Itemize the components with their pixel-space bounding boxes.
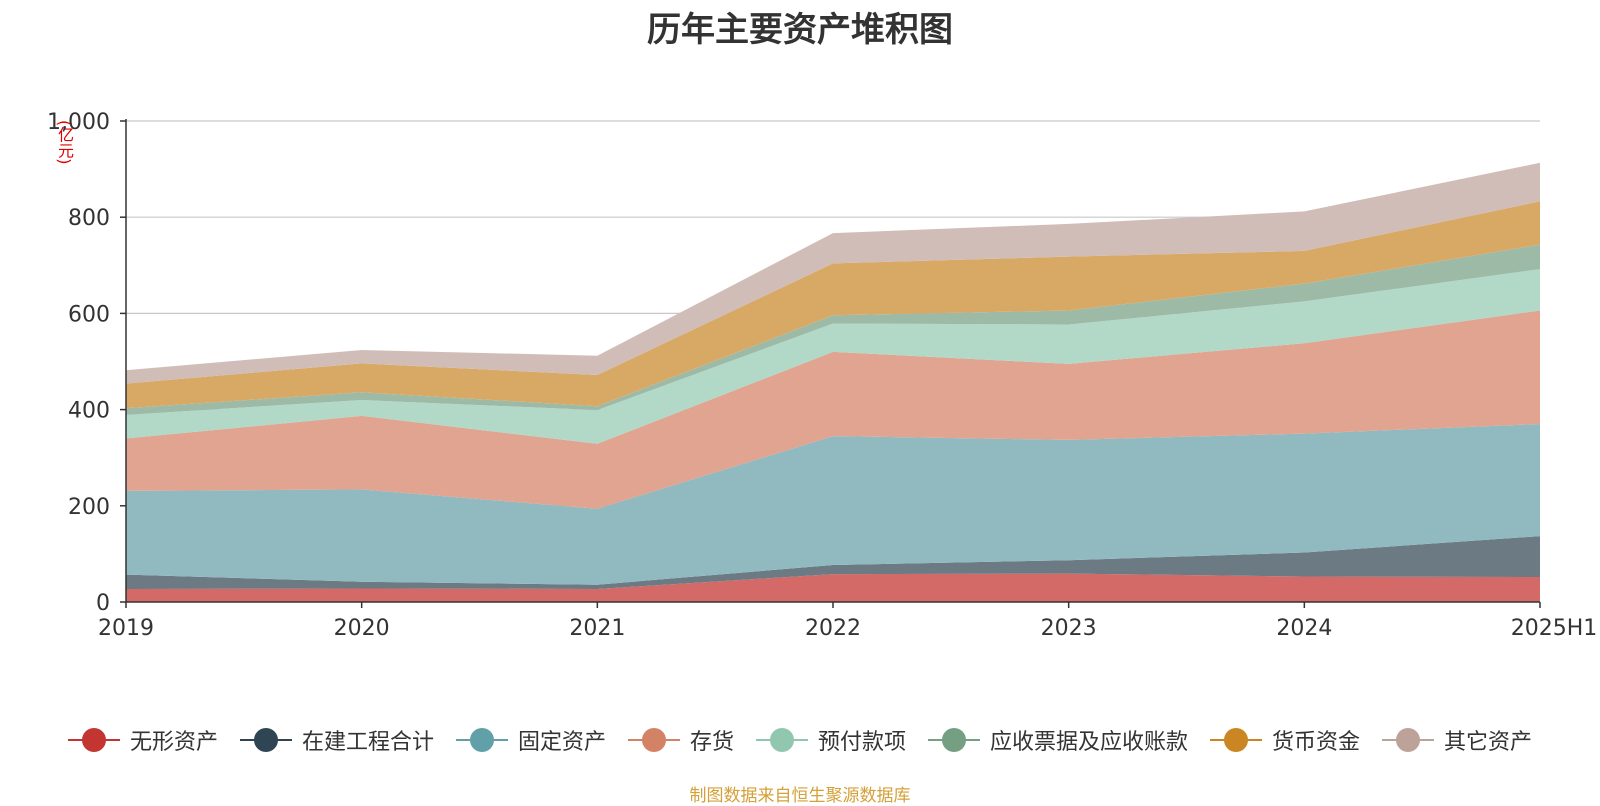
area-固定资产 — [126, 424, 1540, 585]
x-tick-label: 2023 — [1041, 616, 1097, 641]
series-areas — [126, 162, 1540, 602]
x-tick-label: 2021 — [569, 616, 625, 641]
legend: 无形资产 在建工程合计 固定资产 存货 预付款项 应收票据及应收账款 货币资金 其它资产 — [0, 720, 1600, 760]
legend-label: 固定资产 — [517, 730, 606, 755]
x-tick-label: 2019 — [98, 616, 154, 641]
y-tick-label: 200 — [68, 495, 110, 520]
area-其它资产 — [126, 162, 1540, 384]
legend-label: 存货 — [689, 730, 734, 755]
area-货币资金 — [126, 201, 1540, 409]
legend-item[interactable]: 无形资产 — [67, 724, 218, 756]
chart-title: 历年主要资产堆积图 — [647, 10, 953, 50]
axes — [120, 119, 1541, 608]
legend-label: 其它资产 — [1444, 730, 1533, 755]
legend-marker-icon — [239, 728, 292, 752]
legend-item[interactable]: 其它资产 — [1382, 724, 1532, 756]
x-tick-labels: 2019 2020 2021 2022 2023 2024 2025H1 — [98, 616, 1597, 641]
legend-item[interactable]: 固定资产 — [455, 724, 606, 756]
legend-marker-icon — [1382, 728, 1435, 752]
legend-label: 在建工程合计 — [301, 730, 434, 755]
legend-item[interactable]: 预付款项 — [756, 724, 906, 756]
y-tick-label: 1,000 — [47, 110, 110, 135]
area-在建工程合计 — [126, 536, 1540, 589]
source-note: 制图数据来自恒生聚源数据库 — [689, 786, 911, 806]
legend-marker-icon — [67, 728, 120, 752]
legend-marker-icon — [928, 728, 981, 752]
legend-item[interactable]: 存货 — [627, 724, 734, 756]
y-tick-label: 800 — [68, 206, 110, 231]
area-无形资产 — [126, 573, 1540, 602]
legend-label: 无形资产 — [129, 730, 218, 755]
y-axis-unit-label: (亿元) — [55, 120, 74, 165]
x-tick-label: 2024 — [1276, 616, 1332, 641]
legend-item[interactable]: 在建工程合计 — [239, 724, 434, 756]
y-tick-labels: 0 200 400 600 800 1,000 — [47, 110, 110, 616]
legend-item[interactable]: 货币资金 — [1210, 724, 1360, 756]
y-tick-label: 0 — [96, 591, 110, 616]
legend-marker-icon — [1210, 728, 1263, 752]
legend-marker-icon — [455, 728, 508, 752]
legend-marker-icon — [756, 728, 808, 752]
x-tick-label: 2022 — [805, 616, 861, 641]
x-tick-label: 2020 — [334, 616, 390, 641]
legend-item[interactable]: 应收票据及应收账款 — [928, 724, 1188, 756]
area-存货 — [126, 310, 1540, 509]
legend-label: 预付款项 — [818, 730, 907, 755]
y-tick-label: 600 — [68, 302, 110, 327]
legend-label: 货币资金 — [1272, 730, 1361, 755]
legend-marker-icon — [627, 728, 680, 752]
y-tick-label: 400 — [68, 399, 110, 424]
legend-label: 应收票据及应收账款 — [990, 730, 1189, 755]
x-tick-label: 2025H1 — [1511, 616, 1598, 641]
